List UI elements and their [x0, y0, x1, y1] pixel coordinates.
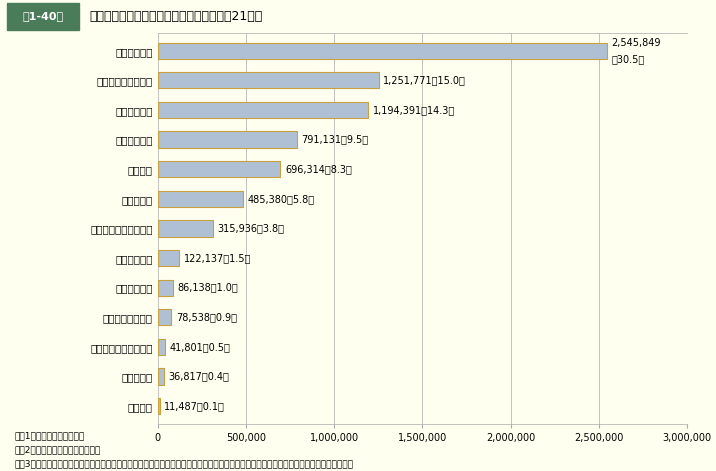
Text: 41,801（0.5）: 41,801（0.5） [169, 342, 230, 352]
Text: 注　1　警察庁資料による。: 注 1 警察庁資料による。 [14, 431, 84, 440]
Text: 第1-40図: 第1-40図 [22, 11, 64, 22]
Bar [158, 161, 281, 178]
Text: 78,538（0.9）: 78,538（0.9） [176, 312, 237, 322]
Text: （30.5）: （30.5） [611, 54, 645, 64]
Bar [158, 309, 171, 325]
Text: 1,194,391（14.3）: 1,194,391（14.3） [373, 105, 455, 115]
Bar [158, 398, 160, 414]
Text: 86,138（1.0）: 86,138（1.0） [177, 283, 238, 292]
Text: 315,936（3.8）: 315,936（3.8） [218, 223, 285, 234]
Text: 1,251,771（15.0）: 1,251,771（15.0） [383, 75, 466, 85]
Bar [158, 250, 179, 266]
Text: 36,817（0.4）: 36,817（0.4） [168, 372, 229, 382]
Bar [158, 339, 165, 355]
Text: 122,137（1.5）: 122,137（1.5） [183, 253, 251, 263]
Text: 11,487（0.1）: 11,487（0.1） [164, 401, 225, 411]
FancyBboxPatch shape [7, 3, 79, 30]
Text: 2,545,849: 2,545,849 [611, 38, 661, 48]
Bar [158, 368, 164, 385]
Bar [158, 191, 243, 207]
Bar [158, 102, 369, 118]
Text: 2　高速自動車国道分を含む。: 2 高速自動車国道分を含む。 [14, 445, 100, 454]
Bar [158, 72, 379, 89]
Bar [158, 42, 607, 59]
Bar [158, 131, 297, 148]
Text: 696,314（8.3）: 696,314（8.3） [285, 164, 352, 174]
Text: 交通違反取締り（送致・告知）件数（平成21年）: 交通違反取締り（送致・告知）件数（平成21年） [90, 10, 263, 23]
Text: 3　（　）内の数値は、車両等（軽車両を除く。）の道路交通法違反（則則付違反）取締り件数に占める当該違反の割合（％）を示す。: 3 （ ）内の数値は、車両等（軽車両を除く。）の道路交通法違反（則則付違反）取締… [14, 459, 353, 468]
Text: 485,380（5.8）: 485,380（5.8） [248, 194, 315, 204]
Bar [158, 279, 173, 296]
Text: 791,131（9.5）: 791,131（9.5） [301, 135, 369, 145]
Bar [158, 220, 213, 236]
